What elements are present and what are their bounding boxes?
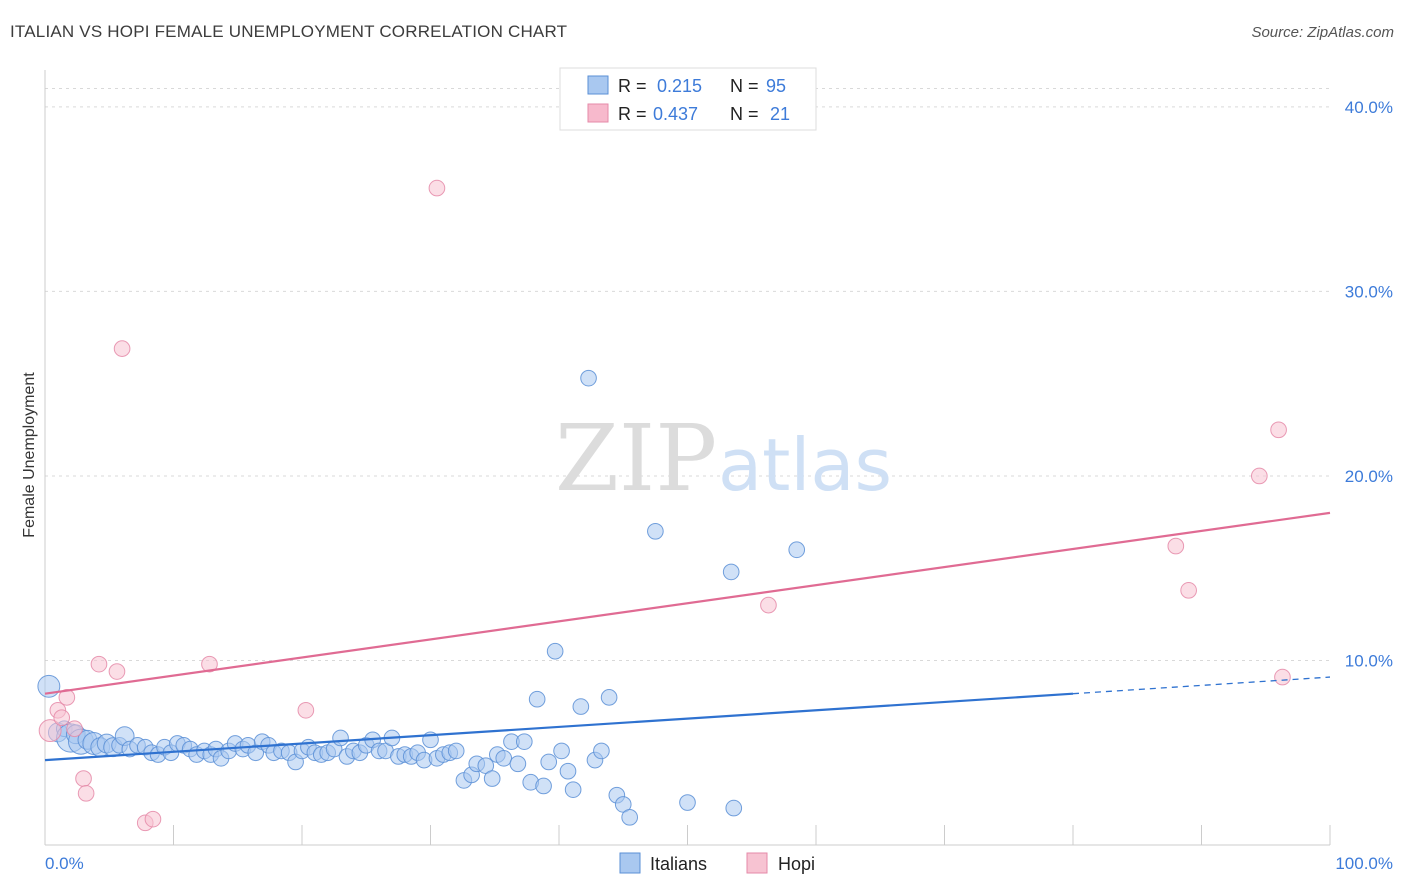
legend-swatch-italians [587,75,609,95]
legend-n-label-hopi: N = [730,104,759,124]
hopi-point-14 [428,179,446,197]
italians-point-90 [647,522,664,540]
source-label: Source: ZipAtlas.com [1251,24,1394,41]
trend-lines [44,511,1331,762]
italians-point-82 [572,698,590,715]
italians-point-83 [580,369,597,387]
italians-point-94 [788,541,806,559]
legend-r-label-hopi: R = [618,104,647,124]
hopi-point-19 [1270,421,1287,439]
y-tick-label-2: 30.0% [1345,282,1393,301]
italians-point-92 [722,563,740,581]
bottom-legend-swatch-italians [619,852,641,874]
grid-lines [45,87,1330,661]
hopi-point-20 [1274,668,1291,686]
tick-labels: 10.0% 20.0% 30.0% 40.0% 0.0% 100.0% [45,98,1393,873]
x-tick-label-0: 0.0% [45,854,84,873]
italians-point-86 [600,689,618,706]
legend-r-label-italians: R = [618,76,647,96]
hopi-point-6 [77,785,95,802]
watermark-zip: ZIP [555,405,717,512]
hopi-point-11 [144,810,162,828]
hopi-point-7 [90,655,108,673]
italians-point-63 [447,742,465,760]
hopi-points [38,179,1291,832]
hopi-point-0 [38,719,62,743]
italians-point-91 [679,794,696,811]
legend-swatch-hopi [587,103,609,123]
italians-trend-line [44,692,1074,762]
hopi-point-17 [1180,582,1197,599]
hopi-point-5 [75,770,92,787]
hopi-point-16 [1167,537,1185,555]
italians-point-78 [546,642,564,660]
italians-point-85 [593,742,610,760]
y-tick-label-0: 10.0% [1345,651,1393,670]
chart-title: ITALIAN VS HOPI FEMALE UNEMPLOYMENT CORR… [10,22,568,41]
italians-point-79 [553,742,570,760]
hopi-point-4 [66,720,83,738]
watermark: ZIP atlas [555,405,892,512]
hopi-trend-line [44,511,1331,695]
italians-point-68 [483,770,501,787]
x-tick-label-1: 100.0% [1335,854,1393,873]
hopi-point-8 [108,663,126,680]
hopi-point-18 [1250,467,1268,485]
bottom-legend-italians: Italians [650,854,707,874]
hopi-point-15 [760,596,777,614]
legend-n-value-hopi: 21 [770,104,790,124]
italians-trend-extension [1072,676,1331,695]
italians-point-80 [559,762,577,780]
legend-r-value-italians: 0.215 [657,76,702,96]
italians-point-89 [621,808,639,826]
y-tick-label-1: 20.0% [1345,467,1393,486]
top-legend: R = 0.215 N = 95 R = 0.437 N = 21 [559,67,817,131]
italians-point-73 [515,733,533,750]
bottom-legend-swatch-hopi [746,852,768,874]
legend-n-value-italians: 95 [766,76,786,96]
y-tick-label-3: 40.0% [1345,98,1393,117]
hopi-point-12 [201,655,218,673]
italians-point-81 [564,781,582,798]
legend-n-label-italians: N = [730,76,759,96]
hopi-point-13 [297,701,315,719]
bottom-legend-hopi: Hopi [778,854,815,874]
watermark-atlas: atlas [718,423,892,507]
axes [44,70,1331,846]
bottom-legend: Italians Hopi [619,852,815,874]
y-axis-label: Female Unemployment [21,372,38,538]
italians-point-93 [725,799,743,817]
italians-point-76 [535,777,552,795]
hopi-point-9 [113,340,131,357]
hopi-point-2 [53,709,71,727]
italians-point-75 [528,690,546,708]
italians-point-72 [509,755,527,773]
italians-point-70 [495,749,513,767]
italians-point-77 [540,753,558,771]
legend-r-value-hopi: 0.437 [653,104,698,124]
italians-point-45 [332,729,349,747]
